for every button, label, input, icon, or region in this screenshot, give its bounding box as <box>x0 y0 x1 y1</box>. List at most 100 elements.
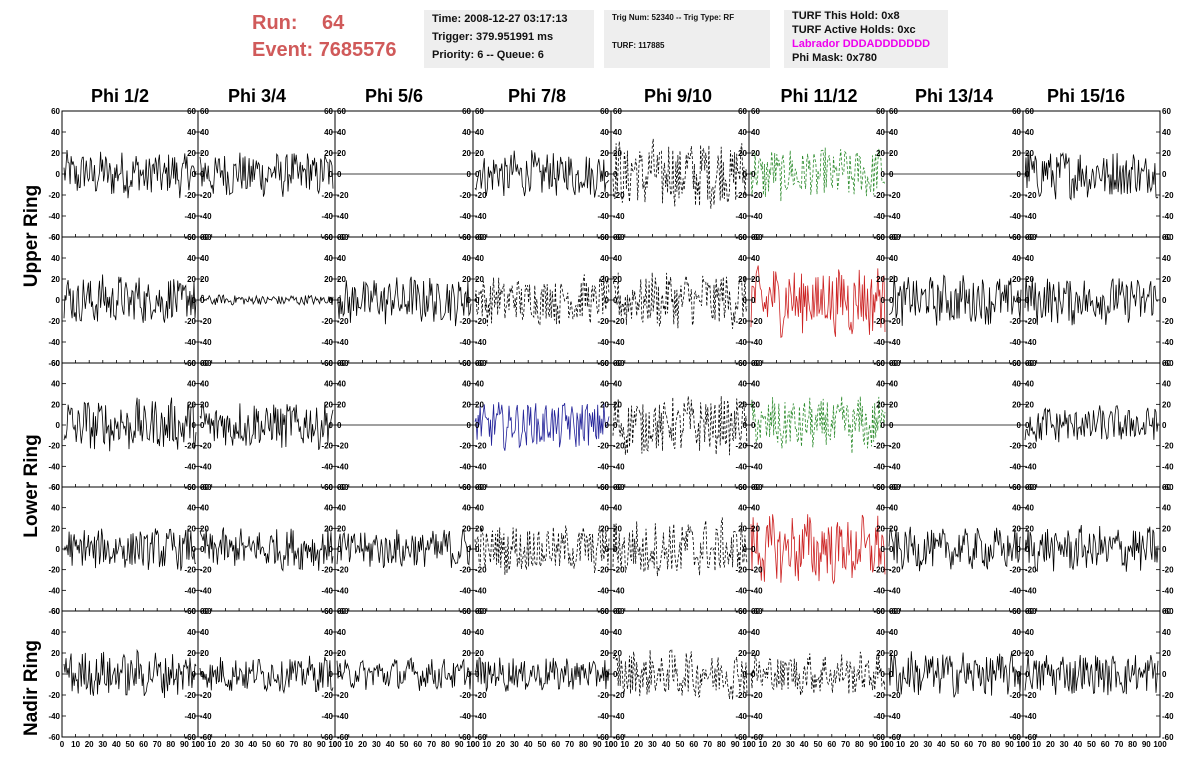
y-tick-label: 40 <box>1012 380 1021 389</box>
y-tick-label: 20 <box>187 149 196 158</box>
y-tick-label: 20 <box>324 400 333 409</box>
y-tick-label: 40 <box>1025 380 1034 389</box>
y-tick-label: -20 <box>1025 566 1037 575</box>
y-tick-label: -40 <box>459 462 471 471</box>
y-tick-label: 60 <box>613 359 622 368</box>
y-tick-label: 40 <box>51 504 60 513</box>
y-tick-label: 0 <box>881 296 886 305</box>
y-tick-label: -20 <box>184 191 196 200</box>
y-tick-label: -60 <box>459 483 471 492</box>
x-tick-label: 10 <box>207 740 216 749</box>
y-tick-label: 0 <box>613 296 618 305</box>
x-tick-label: 20 <box>910 740 919 749</box>
y-tick-label: 0 <box>329 421 334 430</box>
y-tick-label: -20 <box>735 317 747 326</box>
y-tick-label: 20 <box>200 275 209 284</box>
x-tick-label: 70 <box>153 740 162 749</box>
y-tick-label: 20 <box>1025 275 1034 284</box>
y-tick-label: 40 <box>187 380 196 389</box>
y-tick-label: 20 <box>1012 400 1021 409</box>
x-tick-label: 0 <box>885 740 890 749</box>
y-tick-label: 0 <box>743 545 748 554</box>
y-tick-label: -40 <box>475 712 487 721</box>
y-tick-label: 20 <box>613 649 622 658</box>
y-tick-label: 40 <box>200 254 209 263</box>
y-tick-label: -60 <box>184 607 196 616</box>
y-tick-label: 40 <box>1025 128 1034 137</box>
y-tick-label: -40 <box>889 586 901 595</box>
y-tick-label: 0 <box>889 670 894 679</box>
y-tick-label: -40 <box>1025 586 1037 595</box>
y-tick-label: -60 <box>459 359 471 368</box>
y-tick-label: 20 <box>751 275 760 284</box>
y-tick-label: -60 <box>597 359 609 368</box>
x-tick-label: 40 <box>1073 740 1082 749</box>
y-tick-label: -20 <box>889 191 901 200</box>
y-tick-label: -20 <box>184 442 196 451</box>
y-tick-label: -40 <box>597 462 609 471</box>
x-tick-label: 80 <box>441 740 450 749</box>
y-tick-label: 60 <box>187 483 196 492</box>
x-tick-label: 100 <box>1016 740 1030 749</box>
y-tick-label: 60 <box>51 483 60 492</box>
y-tick-label: 20 <box>187 649 196 658</box>
x-tick-label: 100 <box>466 740 480 749</box>
y-tick-label: -40 <box>613 338 625 347</box>
x-tick-label: 70 <box>289 740 298 749</box>
turf-info-box: TURF This Hold: 0x8 TURF Active Holds: 0… <box>784 10 948 68</box>
waveform-trace-r3-c4 <box>612 517 748 577</box>
y-tick-label: 20 <box>889 149 898 158</box>
y-tick-label: 20 <box>889 275 898 284</box>
y-tick-label: 40 <box>876 628 885 637</box>
y-tick-label: -60 <box>889 607 901 616</box>
y-tick-label: -20 <box>475 442 487 451</box>
y-tick-label: 0 <box>200 545 205 554</box>
y-tick-label: -40 <box>200 462 212 471</box>
y-tick-label: 0 <box>337 421 342 430</box>
y-tick-label: -20 <box>1162 317 1174 326</box>
y-tick-label: 40 <box>613 128 622 137</box>
y-tick-label: 40 <box>600 254 609 263</box>
waveform-trace-r2-c0 <box>63 397 197 452</box>
run-label: Run: <box>252 12 298 34</box>
y-tick-label: -60 <box>873 483 885 492</box>
y-tick-label: 0 <box>605 170 610 179</box>
y-tick-label: -60 <box>1162 733 1174 742</box>
y-tick-label: -60 <box>889 483 901 492</box>
y-tick-label: -20 <box>613 191 625 200</box>
x-tick-label: 0 <box>60 740 65 749</box>
y-tick-label: -40 <box>873 212 885 221</box>
y-tick-label: -60 <box>873 607 885 616</box>
y-tick-label: -20 <box>751 317 763 326</box>
x-tick-label: 20 <box>221 740 230 749</box>
y-tick-label: 0 <box>467 170 472 179</box>
y-tick-label: -40 <box>475 212 487 221</box>
y-tick-label: 0 <box>605 670 610 679</box>
y-tick-label: 60 <box>876 483 885 492</box>
y-tick-label: 20 <box>337 400 346 409</box>
y-tick-label: 40 <box>738 128 747 137</box>
y-tick-label: 40 <box>1162 128 1171 137</box>
y-tick-label: 60 <box>462 107 471 116</box>
waveform-trace-r4-c2 <box>336 657 472 691</box>
y-tick-label: 20 <box>613 524 622 533</box>
y-tick-label: 0 <box>56 170 61 179</box>
y-tick-label: 20 <box>51 649 60 658</box>
y-tick-label: -60 <box>751 733 763 742</box>
y-tick-label: 40 <box>1025 254 1034 263</box>
y-tick-label: 0 <box>329 170 334 179</box>
y-tick-label: -40 <box>1009 462 1021 471</box>
y-tick-label: -20 <box>1025 191 1037 200</box>
y-tick-label: -20 <box>200 442 212 451</box>
column-header-phi-7-8: Phi 7/8 <box>507 86 567 106</box>
y-tick-label: -20 <box>321 566 333 575</box>
y-tick-label: -60 <box>337 607 349 616</box>
y-tick-label: 40 <box>1162 254 1171 263</box>
y-tick-label: -60 <box>1025 733 1037 742</box>
y-tick-label: -40 <box>475 586 487 595</box>
y-tick-label: -20 <box>1162 191 1174 200</box>
y-tick-label: 60 <box>613 233 622 242</box>
y-tick-label: -40 <box>751 712 763 721</box>
y-tick-label: 0 <box>889 296 894 305</box>
y-tick-label: 40 <box>324 254 333 263</box>
